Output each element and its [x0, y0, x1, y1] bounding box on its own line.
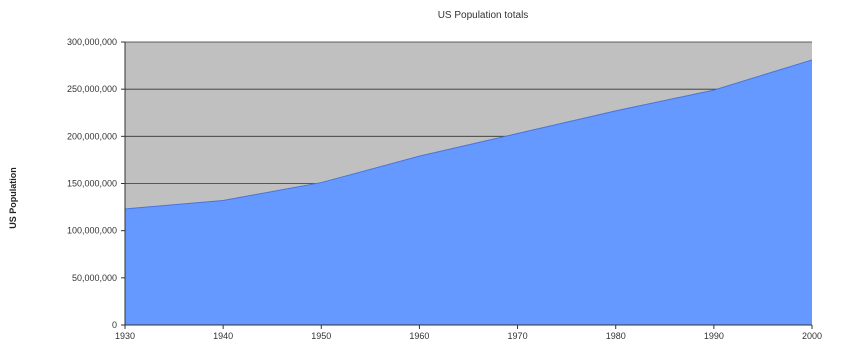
x-tick-label: 1930 — [115, 331, 135, 341]
x-axis-ticks: 1930 1940 1950 1960 1970 1980 1990 2000 — [115, 325, 822, 341]
x-tick-label: 1940 — [213, 331, 233, 341]
y-tick-label: 300,000,000 — [67, 37, 117, 47]
x-tick-label: 1960 — [409, 331, 429, 341]
y-tick-label: 0 — [112, 320, 117, 330]
area-series-edge — [124, 59, 813, 210]
y-axis-title: US Population — [8, 167, 18, 229]
y-tick-label: 150,000,000 — [67, 179, 117, 189]
y-tick-label: 200,000,000 — [67, 131, 117, 141]
area-series — [125, 59, 812, 326]
x-tick-label: 1980 — [606, 331, 626, 341]
x-tick-label: 2000 — [802, 331, 822, 341]
y-axis-ticks: 0 50,000,000 100,000,000 150,000,000 200,000… — [67, 37, 125, 330]
chart-title: US Population totals — [438, 10, 529, 21]
x-tick-label: 1950 — [311, 331, 331, 341]
y-tick-label: 50,000,000 — [72, 273, 117, 283]
x-tick-label: 1970 — [508, 331, 528, 341]
y-tick-label: 250,000,000 — [67, 84, 117, 94]
x-tick-label: 1990 — [704, 331, 724, 341]
y-tick-label: 100,000,000 — [67, 226, 117, 236]
